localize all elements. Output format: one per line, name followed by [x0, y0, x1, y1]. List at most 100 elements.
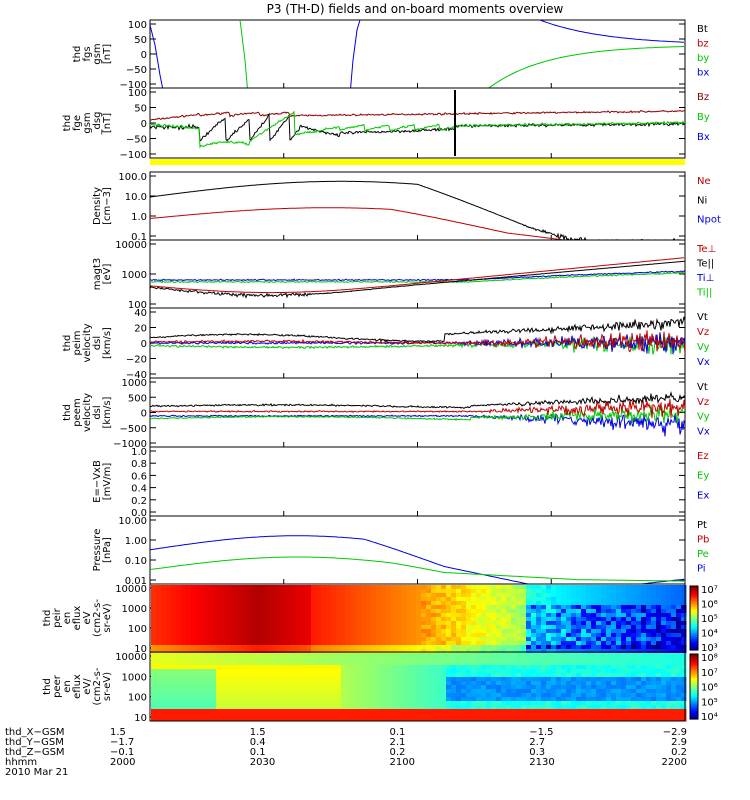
- heat-cell: [521, 653, 527, 658]
- heat-cell: [221, 597, 227, 602]
- heat-cell: [361, 661, 367, 666]
- heat-cell: [206, 641, 212, 646]
- heat-cell: [286, 649, 292, 654]
- heat-cell: [186, 709, 192, 714]
- colorbar-label-3: 10⁴: [701, 629, 718, 640]
- colorbar-cell: [690, 635, 698, 638]
- heat-cell: [151, 625, 157, 630]
- heat-cell: [576, 601, 582, 606]
- heat-cell: [531, 617, 537, 622]
- heat-cell: [606, 613, 612, 618]
- heat-cell: [596, 713, 602, 718]
- heat-cell: [386, 677, 392, 682]
- heat-cell: [296, 677, 302, 682]
- heat-cell: [631, 597, 637, 602]
- heat-cell: [511, 693, 517, 698]
- heat-cell: [166, 585, 172, 590]
- heat-cell: [606, 653, 612, 658]
- heat-cell: [496, 697, 502, 702]
- heat-cell: [386, 697, 392, 702]
- heat-cell: [576, 645, 582, 650]
- heat-cell: [396, 593, 402, 598]
- heat-cell: [441, 629, 447, 634]
- heat-cell: [516, 589, 522, 594]
- heat-cell: [446, 681, 452, 686]
- colorbar-label-1: 10⁶: [701, 600, 718, 611]
- heat-cell: [646, 701, 652, 706]
- heat-cell: [451, 613, 457, 618]
- heat-cell: [641, 589, 647, 594]
- heat-cell: [366, 673, 372, 678]
- heat-cell: [631, 625, 637, 630]
- heat-cell: [451, 701, 457, 706]
- heat-cell: [346, 621, 352, 626]
- heat-cell: [491, 673, 497, 678]
- heat-cell: [426, 601, 432, 606]
- heat-cell: [231, 717, 237, 722]
- heat-cell: [331, 657, 337, 662]
- heat-cell: [271, 637, 277, 642]
- xaxis-value-2-4: 0.2: [671, 747, 687, 758]
- heat-cell: [641, 617, 647, 622]
- heat-cell: [421, 689, 427, 694]
- heat-cell: [521, 689, 527, 694]
- heat-cell: [406, 669, 412, 674]
- heat-cell: [276, 625, 282, 630]
- heat-cell: [651, 685, 657, 690]
- heat-cell: [556, 669, 562, 674]
- heat-cell: [451, 713, 457, 718]
- heat-cell: [281, 657, 287, 662]
- heat-cell: [556, 585, 562, 590]
- heat-cell: [256, 669, 262, 674]
- heat-cell: [441, 701, 447, 706]
- heat-cell: [611, 637, 617, 642]
- heat-cell: [556, 601, 562, 606]
- heat-cell: [491, 641, 497, 646]
- heat-cell: [461, 717, 467, 722]
- heat-cell: [456, 589, 462, 594]
- heat-cell: [201, 605, 207, 610]
- heat-cell: [646, 637, 652, 642]
- heat-cell: [331, 689, 337, 694]
- heat-cell: [531, 665, 537, 670]
- heat-cell: [376, 697, 382, 702]
- heat-cell: [416, 713, 422, 718]
- heat-cell: [181, 689, 187, 694]
- colorbar-label-4: 10⁴: [701, 712, 718, 723]
- fgs-by-line-b: [488, 46, 685, 88]
- heat-cell: [331, 597, 337, 602]
- heat-cell: [346, 625, 352, 630]
- heat-cell: [341, 585, 347, 590]
- heat-cell: [326, 657, 332, 662]
- heat-cell: [196, 709, 202, 714]
- heat-cell: [631, 665, 637, 670]
- heat-cell: [676, 673, 682, 678]
- heat-cell: [536, 593, 542, 598]
- heat-cell: [476, 665, 482, 670]
- heat-cell: [201, 693, 207, 698]
- heat-cell: [326, 601, 332, 606]
- xaxis-value-0-4: −2.9: [663, 727, 687, 738]
- heat-cell: [386, 601, 392, 606]
- heat-cell: [501, 625, 507, 630]
- heat-cell: [151, 605, 157, 610]
- heat-cell: [391, 585, 397, 590]
- heat-cell: [486, 593, 492, 598]
- heat-cell: [326, 673, 332, 678]
- heat-cell: [426, 681, 432, 686]
- heat-cell: [646, 609, 652, 614]
- ytick-label-fge-3: −50: [126, 135, 147, 146]
- heat-cell: [451, 617, 457, 622]
- heat-cell: [166, 593, 172, 598]
- heat-cell: [596, 629, 602, 634]
- ylabel-peimvel-0: thd: [62, 335, 73, 352]
- heat-cell: [421, 589, 427, 594]
- heat-cell: [266, 669, 272, 674]
- heat-cell: [541, 653, 547, 658]
- heat-cell: [516, 681, 522, 686]
- heat-cell: [296, 693, 302, 698]
- heat-cell: [646, 641, 652, 646]
- heat-cell: [226, 701, 232, 706]
- heat-cell: [306, 645, 312, 650]
